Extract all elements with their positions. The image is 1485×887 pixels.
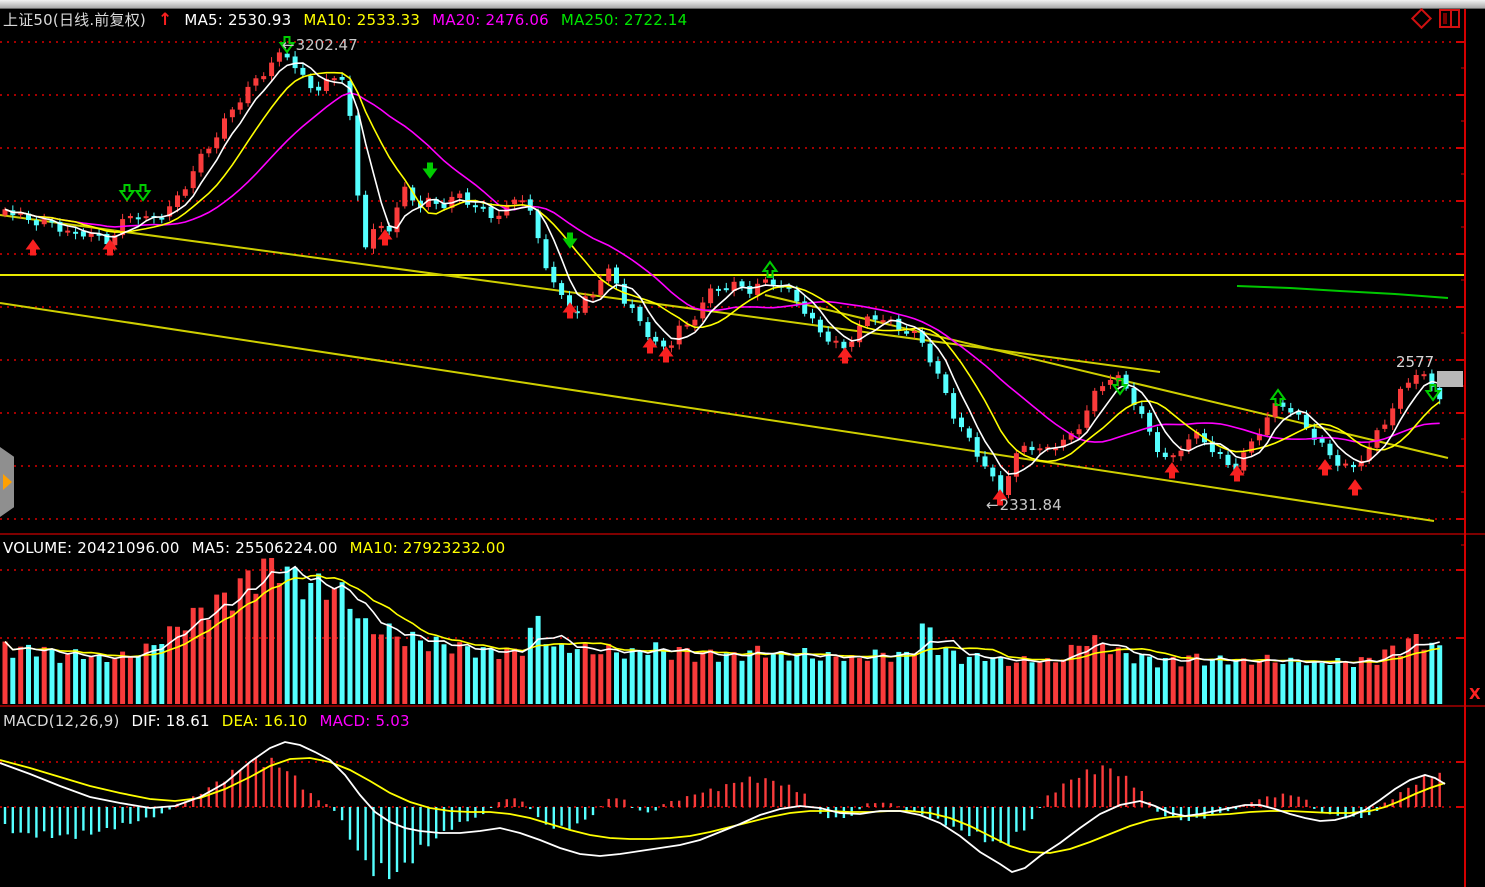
symbol-title: 上证50(日线.前复权) <box>3 11 146 29</box>
indicator-close-button[interactable]: X <box>1469 685 1481 703</box>
ma20-value: MA20: 2476.06 <box>432 11 549 29</box>
dea-value: DEA: 16.10 <box>221 712 308 730</box>
left-arrow-icon: ← <box>282 36 295 54</box>
price-pane-header: 上证50(日线.前复权) ↑ MA5: 2530.93 MA10: 2533.33 MA… <box>3 9 699 30</box>
expand-arrow-icon <box>3 474 12 490</box>
split-window-icon[interactable] <box>1439 9 1460 28</box>
horizontal-scrollbar[interactable] <box>0 0 1485 9</box>
high-price-label: ←3202.47 <box>282 36 358 54</box>
ma250-value: MA250: 2722.14 <box>560 11 688 29</box>
current-price-tag <box>1437 371 1463 387</box>
macd-value: MACD: 5.03 <box>319 712 410 730</box>
macd-pane-header: MACD(12,26,9) DIF: 18.61 DEA: 16.10 MACD: 5… <box>3 712 422 730</box>
up-arrow-icon: ↑ <box>157 10 173 30</box>
volume-ma10-value: MA10: 27923232.00 <box>349 539 506 557</box>
ma10-value: MA10: 2533.33 <box>303 11 421 29</box>
last-price-label: 2577 <box>1396 353 1435 371</box>
left-arrow-icon: ← <box>986 496 999 514</box>
volume-ma5-value: MA5: 25506224.00 <box>191 539 338 557</box>
low-price-label: ←2331.84 <box>986 496 1062 514</box>
diamond-icon[interactable] <box>1410 7 1433 30</box>
sidebar-flyout-handle[interactable] <box>0 447 14 517</box>
volume-value: VOLUME: 20421096.00 <box>3 539 180 557</box>
macd-params: MACD(12,26,9) <box>3 712 120 730</box>
pane-toolbar <box>1410 7 1460 30</box>
ma5-value: MA5: 2530.93 <box>184 11 292 29</box>
dif-value: DIF: 18.61 <box>131 712 210 730</box>
volume-pane-header: VOLUME: 20421096.00 MA5: 25506224.00 MA10:… <box>3 539 517 557</box>
